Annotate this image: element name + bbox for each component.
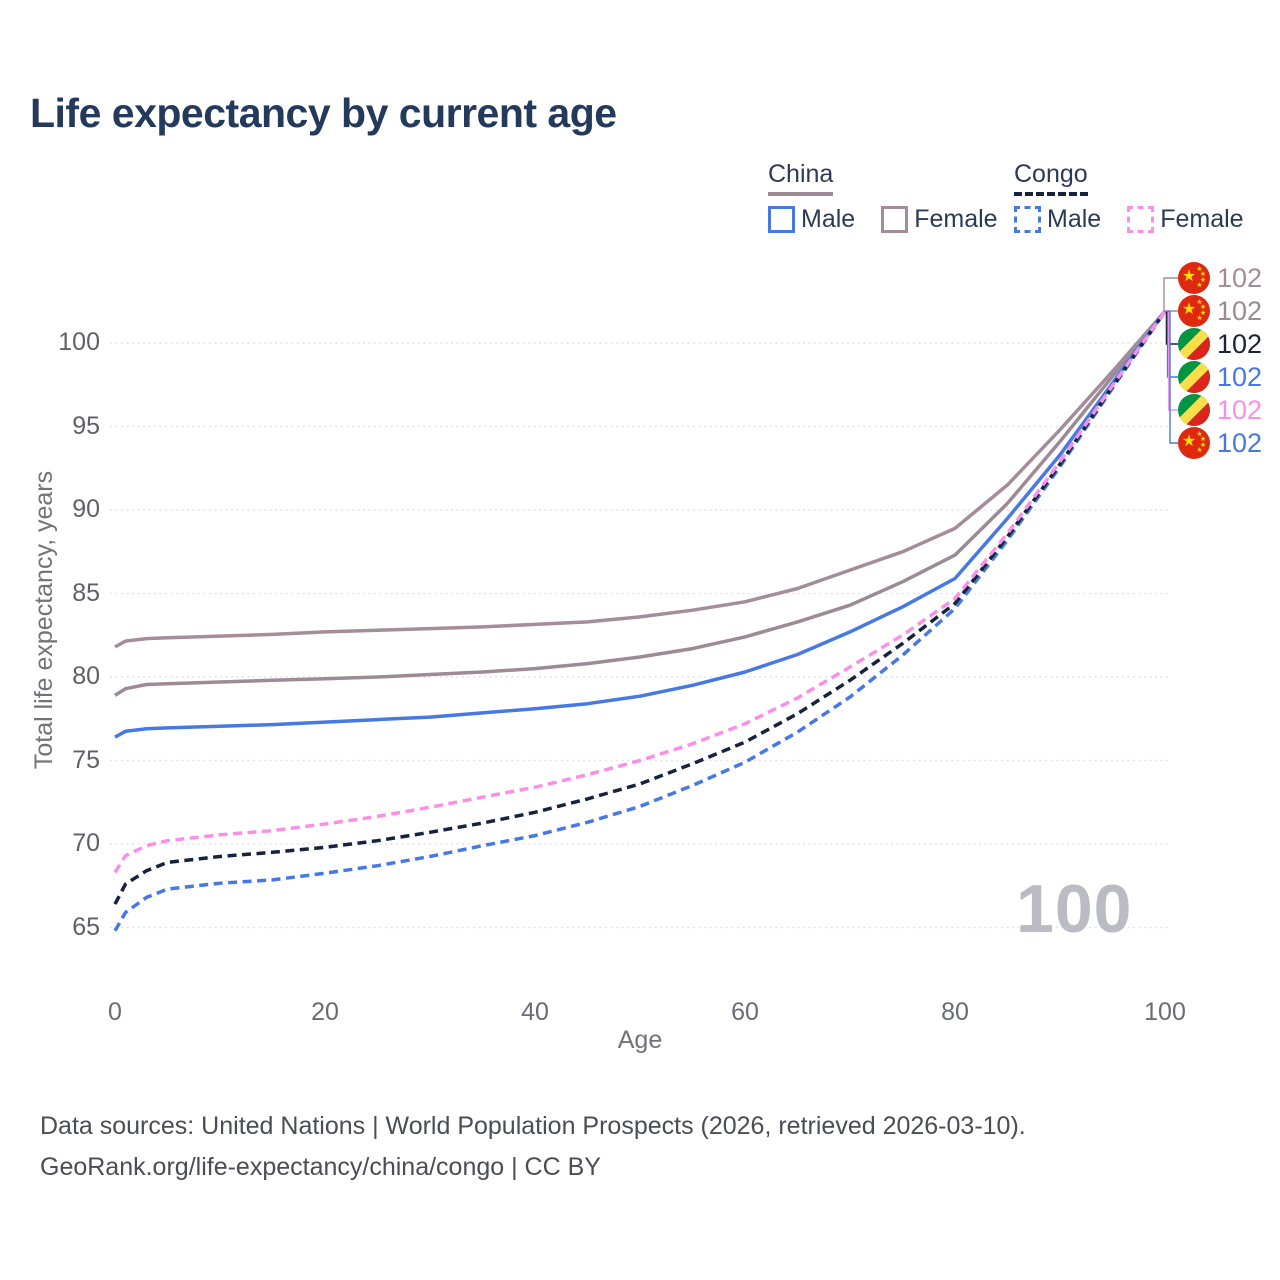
end-label-congo-female[interactable]: 102 xyxy=(1178,394,1262,426)
legend-group-china: China Male Female xyxy=(768,160,998,234)
svg-text:★: ★ xyxy=(1200,270,1206,278)
china-female-swatch-icon xyxy=(881,206,909,233)
footer-attribution: GeoRank.org/life-expectancy/china/congo … xyxy=(40,1153,601,1181)
svg-text:★: ★ xyxy=(1196,446,1202,454)
y-tick-label: 65 xyxy=(72,912,100,941)
end-label-value: 102 xyxy=(1217,296,1263,326)
footer-data-sources: Data sources: United Nations | World Pop… xyxy=(40,1112,1026,1140)
svg-text:★: ★ xyxy=(1200,441,1206,449)
x-tick-label: 60 xyxy=(731,998,759,1026)
series-line-congo-male[interactable] xyxy=(113,310,1167,932)
end-label-china-female[interactable]: ★ ★ ★ ★ ★ 102 xyxy=(1178,262,1262,294)
congo-flag-icon xyxy=(1178,394,1210,426)
legend-item-congo-female[interactable]: Female xyxy=(1127,205,1244,234)
x-tick-label: 0 xyxy=(108,998,122,1026)
svg-text:★: ★ xyxy=(1196,314,1202,322)
y-tick-label: 85 xyxy=(72,578,100,607)
y-tick-label: 75 xyxy=(72,745,100,774)
china-flag-icon: ★ ★★★★ xyxy=(1178,262,1210,294)
legend-item-label: Male xyxy=(1047,205,1102,233)
end-label-congo-male[interactable]: 102 xyxy=(1178,361,1262,393)
svg-text:★: ★ xyxy=(1196,281,1202,289)
end-label-connectors xyxy=(1163,277,1178,444)
legend-country-congo[interactable]: Congo xyxy=(1014,160,1088,196)
end-label-value: 102 xyxy=(1217,395,1263,425)
x-tick-label: 40 xyxy=(521,998,549,1026)
congo-flag-icon xyxy=(1178,328,1210,360)
age-frame-watermark: 100 xyxy=(1016,871,1133,947)
gridlines xyxy=(110,342,1168,929)
end-label-china-male[interactable]: ★ ★ ★ ★ ★ 102 xyxy=(1178,427,1262,459)
svg-text:★: ★ xyxy=(1200,309,1206,317)
end-label-value: 102 xyxy=(1217,263,1263,293)
series-lines xyxy=(113,310,1167,932)
end-label-value: 102 xyxy=(1217,329,1263,359)
congo-female-swatch-icon xyxy=(1127,206,1155,233)
y-tick-label: 100 xyxy=(58,328,100,356)
x-tick-label: 80 xyxy=(941,998,969,1026)
china-flag-icon: ★ ★★★★ xyxy=(1178,295,1210,327)
svg-text:★: ★ xyxy=(1200,435,1206,443)
end-label-china-both-sexes[interactable]: ★ ★ ★ ★ ★ 102 xyxy=(1178,295,1262,327)
legend-item-china-female[interactable]: Female xyxy=(881,205,998,234)
y-tick-label: 80 xyxy=(72,662,100,690)
series-line-congo-both-sexes[interactable] xyxy=(113,310,1167,905)
svg-text:★: ★ xyxy=(1182,299,1196,318)
series-line-congo-female[interactable] xyxy=(113,310,1167,874)
x-axis-title: Age xyxy=(617,1026,663,1054)
x-tick-label: 20 xyxy=(311,998,339,1026)
congo-flag-icon xyxy=(1178,361,1210,393)
series-line-china-male[interactable] xyxy=(114,310,1167,739)
y-axis-title: Total life expectancy, years xyxy=(30,470,58,770)
end-label-value: 102 xyxy=(1217,428,1263,458)
end-label-connector xyxy=(1163,277,1178,312)
series-line-china-female[interactable] xyxy=(114,310,1167,649)
legend-item-congo-male[interactable]: Male xyxy=(1014,205,1101,234)
series-line-china-both-sexes[interactable] xyxy=(114,310,1167,697)
end-label-value: 102 xyxy=(1217,362,1263,392)
svg-text:★: ★ xyxy=(1196,298,1202,306)
legend-country-china[interactable]: China xyxy=(768,160,834,196)
x-tick-label: 100 xyxy=(1144,998,1186,1026)
svg-text:★: ★ xyxy=(1182,431,1196,450)
legend-item-label: Female xyxy=(914,205,998,233)
legend-item-label: Male xyxy=(801,205,856,233)
page-title: Life expectancy by current age xyxy=(30,90,617,136)
china-flag-icon: ★ ★★★★ xyxy=(1178,427,1210,459)
legend-item-label: Female xyxy=(1160,205,1244,233)
footer: Data sources: United Nations | World Pop… xyxy=(40,1106,1026,1188)
end-label-congo-both-sexes[interactable]: 102 xyxy=(1178,328,1262,360)
legend-group-congo: Congo Male Female xyxy=(1014,160,1244,234)
legend-item-china-male[interactable]: Male xyxy=(768,205,855,234)
y-tick-label: 70 xyxy=(72,829,100,857)
y-tick-label: 95 xyxy=(72,411,100,440)
svg-text:★: ★ xyxy=(1182,266,1196,285)
congo-male-swatch-icon xyxy=(1014,206,1041,233)
svg-text:★: ★ xyxy=(1200,303,1206,311)
end-label-connector xyxy=(1165,310,1178,444)
svg-text:★: ★ xyxy=(1196,430,1202,438)
svg-text:★: ★ xyxy=(1196,265,1202,273)
svg-text:★: ★ xyxy=(1200,276,1206,284)
china-male-swatch-icon xyxy=(768,206,795,233)
y-tick-label: 90 xyxy=(72,495,100,523)
